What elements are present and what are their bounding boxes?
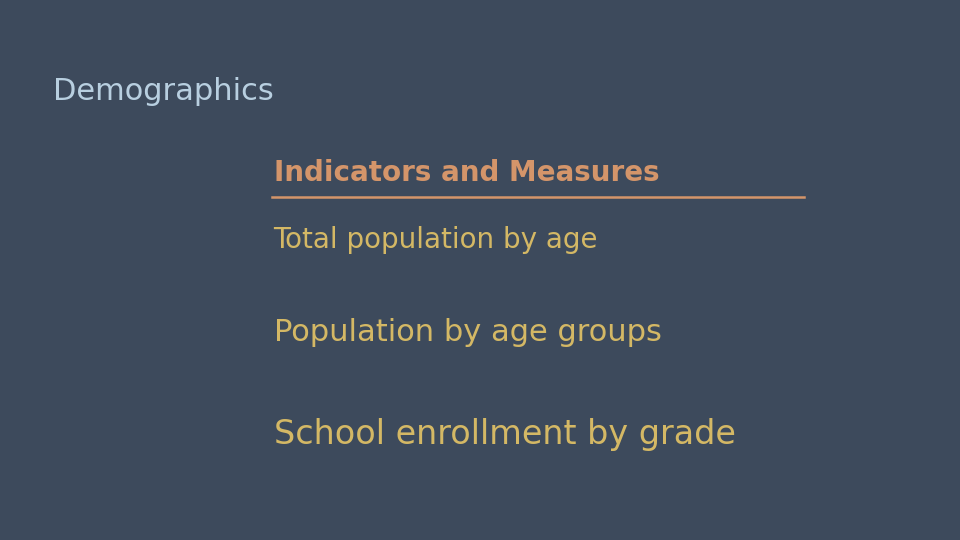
Text: Total population by age: Total population by age bbox=[274, 226, 598, 254]
Text: School enrollment by grade: School enrollment by grade bbox=[274, 418, 735, 451]
Text: Demographics: Demographics bbox=[53, 77, 274, 106]
Text: Indicators and Measures: Indicators and Measures bbox=[274, 159, 660, 187]
Text: Population by age groups: Population by age groups bbox=[274, 318, 661, 347]
